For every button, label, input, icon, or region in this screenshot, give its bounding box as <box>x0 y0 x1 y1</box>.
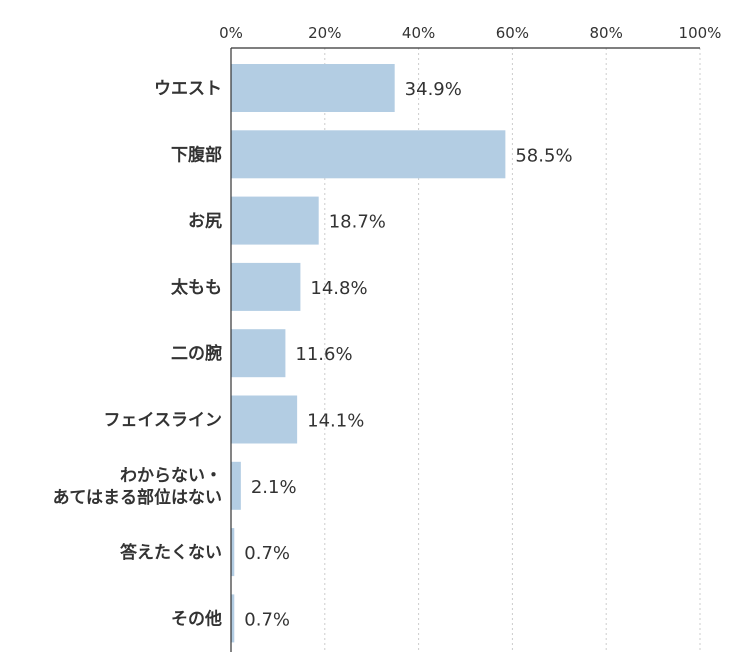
x-tick-label: 0% <box>219 24 243 42</box>
category-labels: ウエスト下腹部お尻太もも二の腕フェイスラインわからない・あてはまる部位はない答え… <box>53 79 222 629</box>
category-label: ウエスト <box>154 79 222 99</box>
category-label: 二の腕 <box>171 343 222 364</box>
category-label: 下腹部 <box>171 144 222 165</box>
value-label: 14.1% <box>307 411 364 432</box>
x-tick-label: 100% <box>679 24 722 42</box>
bar <box>231 329 286 378</box>
bar <box>231 461 241 510</box>
bar <box>231 130 506 179</box>
category-label: 答えたくない <box>120 542 222 563</box>
category-label: お尻 <box>188 212 222 232</box>
axes <box>230 47 700 652</box>
value-label: 2.1% <box>251 477 297 498</box>
x-axis-ticks: 0% 20% 40% 60% 80% 100% <box>219 24 721 42</box>
bar <box>231 594 235 643</box>
x-tick-label: 40% <box>402 24 435 42</box>
x-tick-label: 60% <box>496 24 529 42</box>
bar <box>231 64 395 112</box>
category-label: 太もも <box>171 277 222 298</box>
bar <box>231 196 319 245</box>
value-label: 0.7% <box>244 609 290 630</box>
value-label: 14.8% <box>310 278 367 299</box>
value-label: 18.7% <box>329 212 386 233</box>
value-labels: 34.9% 58.5% 18.7% 14.8% 11.6% 14.1% 2.1% 0.7% 0.… <box>244 79 572 630</box>
bar <box>231 262 301 311</box>
value-label: 0.7% <box>244 543 290 564</box>
x-tick-label: 20% <box>308 24 341 42</box>
bar <box>231 528 235 577</box>
value-label: 11.6% <box>295 344 352 365</box>
bars <box>231 64 506 643</box>
category-label: わからない・あてはまる部位はない <box>53 466 222 508</box>
bar <box>231 395 298 444</box>
x-tick-label: 80% <box>590 24 623 42</box>
value-label: 58.5% <box>515 145 572 166</box>
category-label: その他 <box>171 608 222 629</box>
category-label: フェイスライン <box>104 411 223 431</box>
value-label: 34.9% <box>405 79 462 100</box>
